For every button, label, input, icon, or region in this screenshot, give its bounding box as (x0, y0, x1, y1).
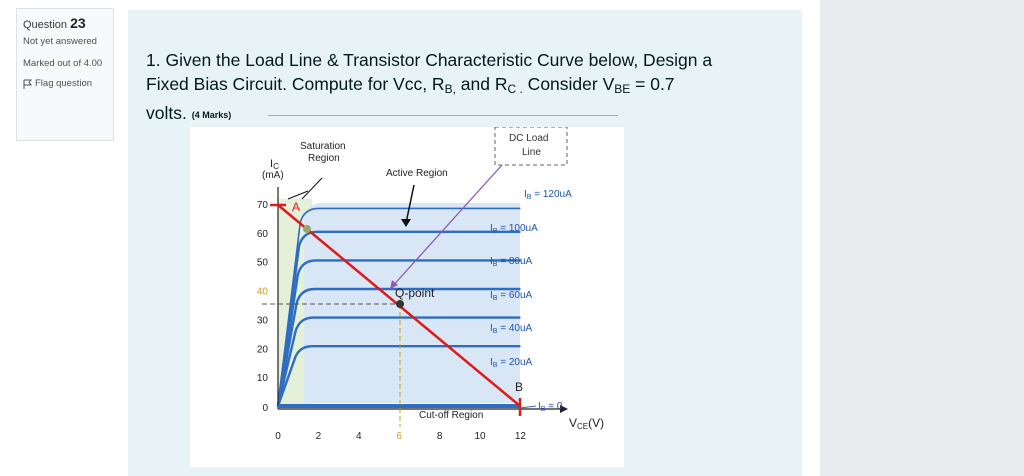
dc-load-label-2: Line (522, 147, 541, 158)
question-line-2: Fixed Bias Circuit. Compute for Vcc, RB,… (146, 74, 675, 96)
dc-load-pointer-head (390, 280, 398, 289)
x-tick-label: 10 (474, 431, 486, 442)
cutoff-region-label: Cut-off Region (419, 410, 483, 421)
ib-curve-label-4: IB = 40uA (490, 323, 533, 335)
active-region-fill (304, 203, 520, 403)
transistor-characteristic-figure: 0 2 4 6 8 10 12 10 20 30 40 50 60 70 0 IB = 120uA IB = … (190, 126, 624, 467)
ib-curve-label-5: IB = 20uA (490, 357, 533, 369)
ib-curve-label-1: IB = 100uA (490, 223, 538, 235)
point-b-label: B (515, 380, 523, 394)
y-tick-label: 10 (257, 373, 269, 384)
curve-labels: IB = 120uA IB = 100uA IB = 80uA IB = 60uA IB… (490, 189, 572, 413)
question-grade: Marked out of 4.00 (23, 58, 103, 69)
y-tick-label: 50 (257, 258, 269, 269)
point-a-label: A (292, 200, 300, 214)
active-pointer-head (401, 219, 411, 227)
x-tick-label: 6 (396, 431, 402, 442)
ib-curve-4 (276, 316, 521, 407)
y-tick-label: 70 (257, 200, 269, 211)
active-pointer (405, 184, 415, 224)
question-number: Question 23 (23, 15, 86, 31)
flag-question-label: Flag question (35, 78, 93, 89)
saturation-label-2: Region (308, 153, 340, 164)
x-tick-label: 12 (515, 431, 527, 442)
ib-curve-3 (276, 287, 521, 407)
ib-curve-1 (276, 230, 521, 407)
axis-ticks: 0 2 4 6 8 10 12 10 20 30 40 50 60 70 0 (257, 200, 527, 442)
ib-curve-label-6: IB = 0 (538, 401, 563, 413)
x-axis-label: VCE(V) (569, 416, 604, 431)
q-point-dot (396, 300, 404, 308)
dc-load-pointer (389, 164, 503, 290)
ib-curve-label-2: IB = 80uA (490, 256, 533, 268)
y-tick-label-zero: 0 (262, 403, 268, 414)
dc-load-label-1: DC Load (509, 133, 548, 144)
flag-icon (23, 79, 32, 89)
right-sidebar (820, 0, 1024, 476)
flag-question-link[interactable]: Flag question (23, 78, 107, 89)
y-axis-unit: (mA) (262, 170, 284, 181)
y-tick-label: 40 (257, 287, 269, 298)
x-tick-label: 2 (316, 431, 322, 442)
question-status: Not yet answered (23, 36, 97, 47)
divider (268, 115, 618, 116)
x-tick-label: 4 (356, 431, 362, 442)
active-region-label: Active Region (386, 168, 448, 179)
x-axis-arrow (560, 405, 568, 413)
x-tick-label: 8 (437, 431, 443, 442)
y-tick-label: 20 (257, 344, 269, 355)
question-text: 1. Given the Load Line & Transistor Char… (146, 48, 786, 127)
y-tick-label: 60 (257, 229, 269, 240)
y-tick-label: 30 (257, 315, 269, 326)
y-axis-label: IC (270, 158, 279, 171)
ib0-pointer (519, 405, 537, 409)
ib-curve-label-3: IB = 60uA (490, 290, 533, 302)
dc-load-label-box (494, 126, 568, 166)
ib-curve-2 (276, 259, 521, 407)
q-point-label: Q-point (395, 286, 435, 300)
saturation-intersect-dot (303, 225, 311, 233)
question-line-1: 1. Given the Load Line & Transistor Char… (146, 50, 713, 70)
ic-axis-pointer (287, 190, 309, 200)
saturation-pointer (301, 177, 323, 200)
ib-curve-label-0: IB = 120uA (524, 189, 572, 201)
saturation-label-1: Saturation (300, 141, 346, 152)
ib-curve-5 (276, 345, 521, 407)
question-line-3: volts. (4 Marks) (146, 103, 232, 123)
x-tick-label: 0 (275, 431, 281, 442)
question-info-block: Question 23 Not yet answered Marked out … (16, 8, 114, 141)
